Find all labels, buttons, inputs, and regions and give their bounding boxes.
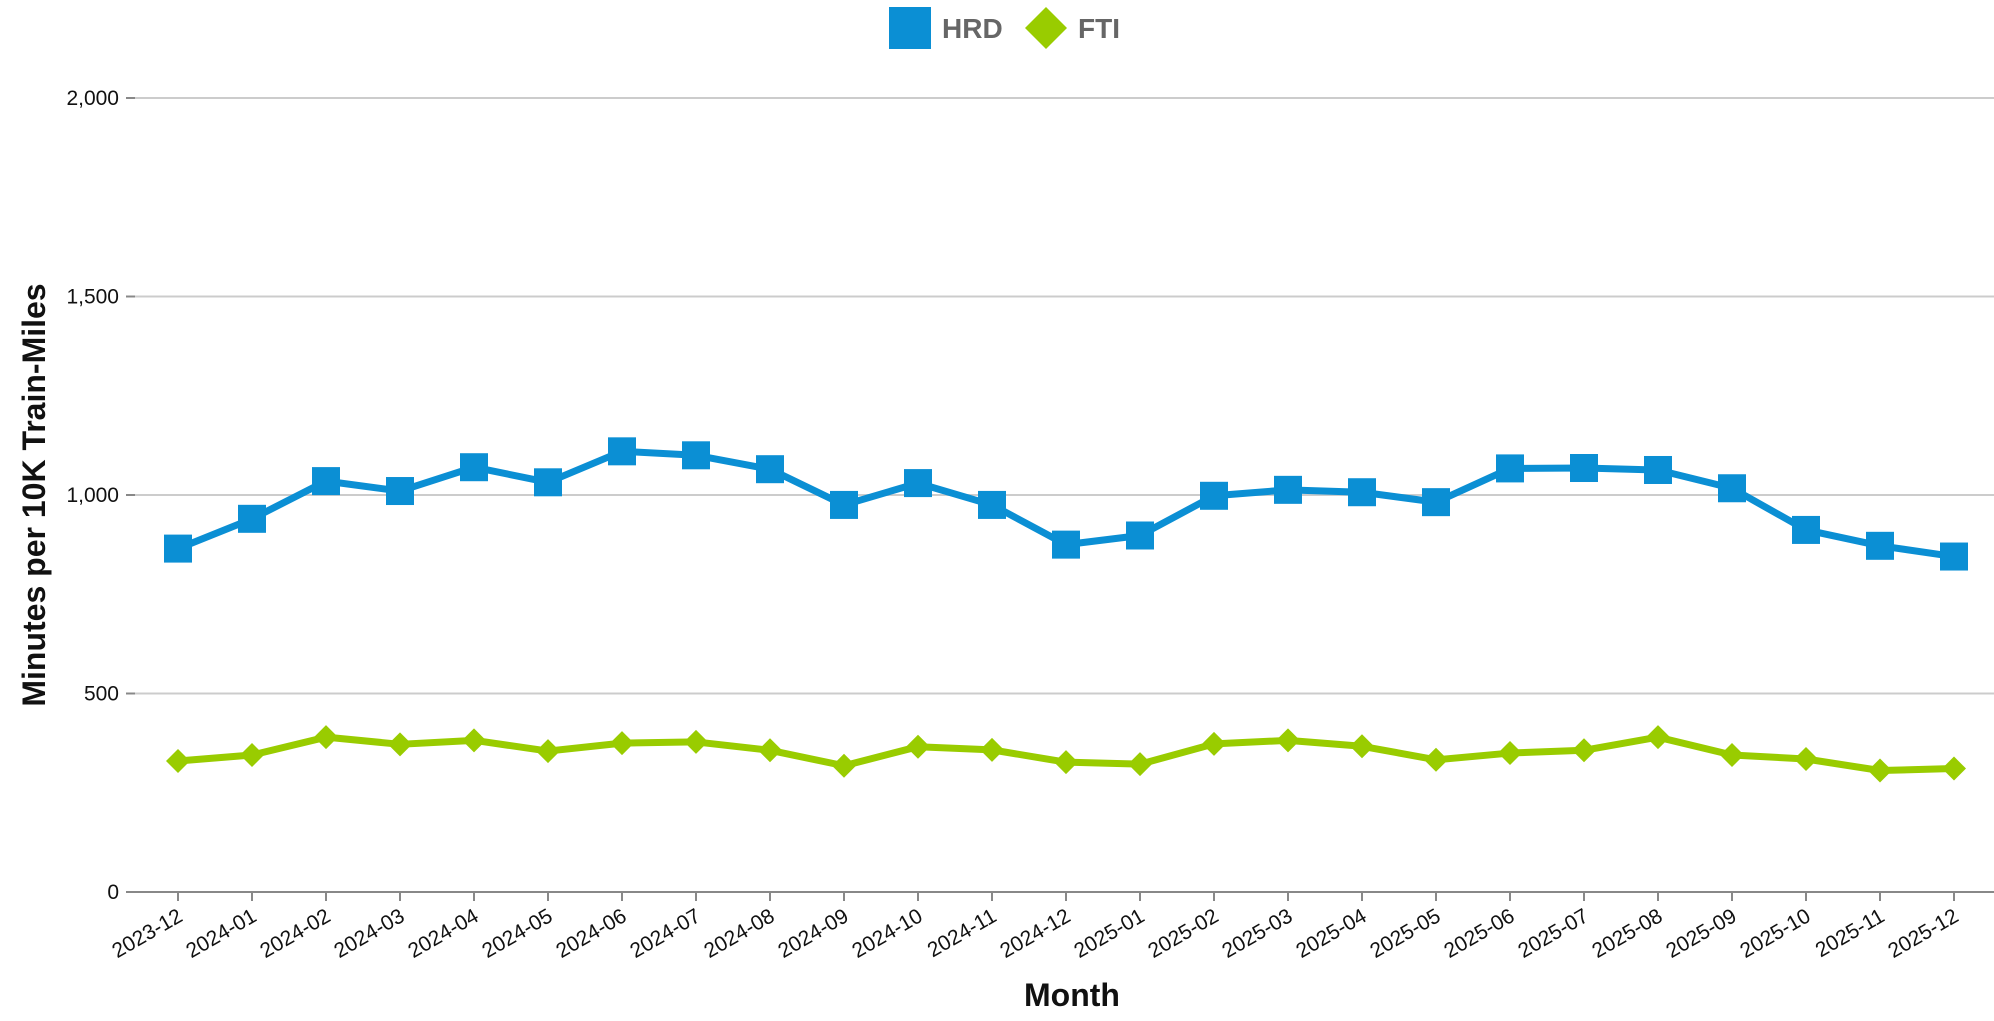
data-point-hrd (1496, 454, 1524, 483)
data-point-hrd (1422, 488, 1450, 517)
y-axis-title: Minutes per 10K Train-Miles (16, 283, 52, 706)
x-axis: 2023-122024-012024-022024-032024-042024-… (108, 891, 1994, 963)
data-point-hrd (164, 534, 192, 563)
data-point-fti (1350, 734, 1374, 759)
data-point-hrd (1126, 521, 1154, 550)
data-point-fti (1646, 725, 1670, 750)
data-point-fti (832, 753, 856, 778)
x-tick-label: 2025-06 (1440, 904, 1518, 962)
x-tick-label: 2024-09 (774, 904, 852, 962)
x-tick-label: 2024-11 (924, 904, 1001, 962)
x-tick-label: 2024-10 (848, 904, 926, 962)
y-tick-label: 2,000 (66, 87, 119, 110)
data-point-hrd (978, 490, 1006, 519)
x-tick-label: 2023-12 (108, 904, 186, 962)
data-point-fti (1202, 731, 1226, 756)
x-tick-label: 2024-02 (256, 904, 334, 962)
x-tick-label: 2024-01 (182, 904, 260, 962)
x-tick-label: 2025-12 (1884, 904, 1962, 962)
x-tick-label: 2024-04 (404, 904, 483, 963)
data-point-hrd (1274, 475, 1302, 504)
x-tick-label: 2024-05 (478, 904, 556, 962)
data-point-hrd (1644, 455, 1672, 484)
data-point-fti (462, 728, 486, 753)
x-tick-label: 2024-07 (626, 904, 704, 962)
y-tick-label: 1,000 (66, 484, 119, 507)
data-point-fti (1794, 747, 1818, 772)
data-point-fti (1572, 738, 1596, 763)
data-point-hrd (904, 469, 932, 498)
data-point-hrd (312, 467, 340, 496)
data-point-hrd (830, 490, 858, 519)
data-point-hrd (1866, 531, 1894, 560)
data-point-fti (536, 739, 560, 764)
x-tick-label: 2025-04 (1292, 904, 1371, 963)
x-tick-label: 2025-09 (1662, 904, 1740, 962)
data-point-fti (314, 725, 338, 750)
x-tick-label: 2024-06 (552, 904, 630, 962)
data-point-fti (1942, 756, 1966, 781)
legend-marker-fti (1025, 7, 1067, 49)
data-point-hrd (534, 468, 562, 497)
data-point-hrd (386, 477, 414, 506)
x-tick-label: 2024-08 (700, 904, 778, 962)
data-point-hrd (1200, 481, 1228, 510)
x-tick-label: 2024-12 (996, 904, 1074, 962)
x-tick-label: 2025-10 (1736, 904, 1814, 962)
data-point-fti (1128, 752, 1152, 777)
data-point-hrd (608, 437, 636, 466)
x-tick-label: 2025-02 (1144, 904, 1222, 962)
data-point-hrd (682, 441, 710, 470)
data-point-hrd (1348, 478, 1376, 507)
data-point-hrd (1792, 515, 1820, 544)
data-point-fti (1498, 741, 1522, 766)
data-point-fti (1054, 750, 1078, 775)
data-point-hrd (1570, 454, 1598, 483)
data-point-fti (906, 734, 930, 759)
data-point-hrd (1052, 530, 1080, 559)
x-tick-label: 2025-01 (1070, 904, 1148, 962)
y-axis-ticks: 0 500 1,000 1,500 2,000 (66, 87, 135, 904)
data-point-fti (1276, 728, 1300, 753)
data-point-fti (684, 729, 708, 754)
data-point-hrd (1718, 474, 1746, 503)
data-point-fti (980, 737, 1004, 762)
x-axis-title: Month (1024, 977, 1120, 1013)
legend-label-fti: FTI (1078, 13, 1120, 44)
data-point-fti (166, 748, 190, 773)
legend: HRD FTI (889, 7, 1120, 49)
data-point-hrd (460, 453, 488, 482)
gridlines (135, 97, 1994, 695)
y-tick-label: 0 (107, 881, 119, 904)
x-tick-label: 2025-05 (1366, 904, 1444, 962)
x-tick-label: 2025-07 (1514, 904, 1592, 962)
legend-marker-hrd (889, 7, 931, 49)
x-tick-label: 2025-03 (1218, 904, 1296, 962)
data-point-fti (240, 743, 264, 768)
series-layer (164, 437, 1968, 783)
x-tick-label: 2025-08 (1588, 904, 1666, 962)
data-point-fti (610, 731, 634, 756)
data-point-fti (1424, 747, 1448, 772)
data-point-hrd (238, 504, 266, 533)
x-tick-label: 2025-11 (1812, 904, 1889, 962)
y-tick-label: 1,500 (66, 286, 119, 309)
legend-label-hrd: HRD (942, 13, 1003, 44)
x-tick-label: 2024-03 (330, 904, 408, 962)
data-point-hrd (756, 455, 784, 484)
data-point-fti (1720, 743, 1744, 768)
y-tick-label: 500 (84, 683, 119, 706)
data-point-fti (388, 732, 412, 757)
data-point-fti (758, 738, 782, 763)
data-point-hrd (1940, 542, 1968, 571)
data-point-fti (1868, 758, 1892, 783)
